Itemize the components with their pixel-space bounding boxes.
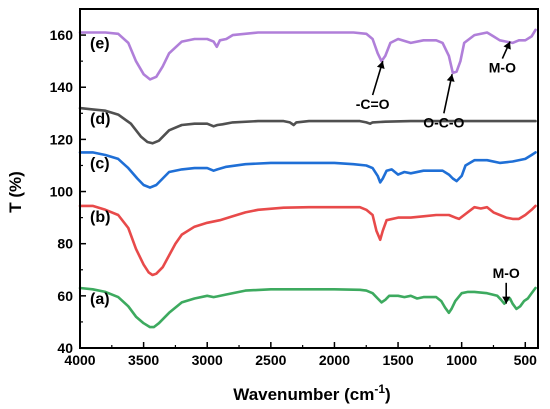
y-tick-label: 160 xyxy=(50,27,74,43)
y-tick-label: 140 xyxy=(50,79,74,95)
ticks-layer: 4000 3500 3000 2500 2000 1500 1000 500 40 60 80 100… xyxy=(50,27,538,368)
series-line-e xyxy=(78,28,537,81)
series-labels: (e) (d) (c) (b) (a) xyxy=(90,35,110,308)
series-label: (e) xyxy=(90,35,110,52)
annotation-label: M-O xyxy=(493,265,520,281)
series-line-c xyxy=(78,151,537,189)
x-tick-label: 500 xyxy=(514,352,538,368)
y-tick-label: 40 xyxy=(57,340,73,356)
annotation-arrowhead xyxy=(376,61,385,70)
series-line-d xyxy=(78,106,537,145)
annotation-arrowhead xyxy=(502,296,511,304)
annotation-arrowhead xyxy=(503,41,511,50)
x-tick-label: 1500 xyxy=(382,352,413,368)
series-line-b xyxy=(78,204,537,277)
series-label: (a) xyxy=(90,291,110,308)
y-tick-label: 60 xyxy=(57,288,73,304)
x-axis-title: Wavenumber (cm-1) xyxy=(233,382,390,404)
x-tick-label: 2500 xyxy=(255,352,286,368)
y-tick-label: 120 xyxy=(50,131,74,147)
y-tick-label: 100 xyxy=(50,184,74,200)
y-tick-label: 80 xyxy=(57,236,73,252)
series-label: (c) xyxy=(90,155,110,172)
annotation-label: M-O xyxy=(489,60,516,76)
series-label: (b) xyxy=(90,209,110,226)
annotation-arrowhead xyxy=(446,74,455,82)
x-tick-label: 3500 xyxy=(128,352,159,368)
series-layer xyxy=(78,28,537,329)
series-label: (d) xyxy=(90,111,110,128)
annotations: -C=O O-C-O M-O M-O xyxy=(356,41,520,304)
x-tick-label: 3000 xyxy=(192,352,223,368)
plot-frame xyxy=(79,8,539,349)
x-tick-label: 4000 xyxy=(64,352,95,368)
x-tick-label: 1000 xyxy=(446,352,477,368)
annotation-label: -C=O xyxy=(356,96,390,112)
series-line-a xyxy=(78,286,537,329)
x-tick-label: 2000 xyxy=(319,352,350,368)
annotation-label: O-C-O xyxy=(423,114,464,130)
y-axis-title: T (%) xyxy=(6,171,25,213)
